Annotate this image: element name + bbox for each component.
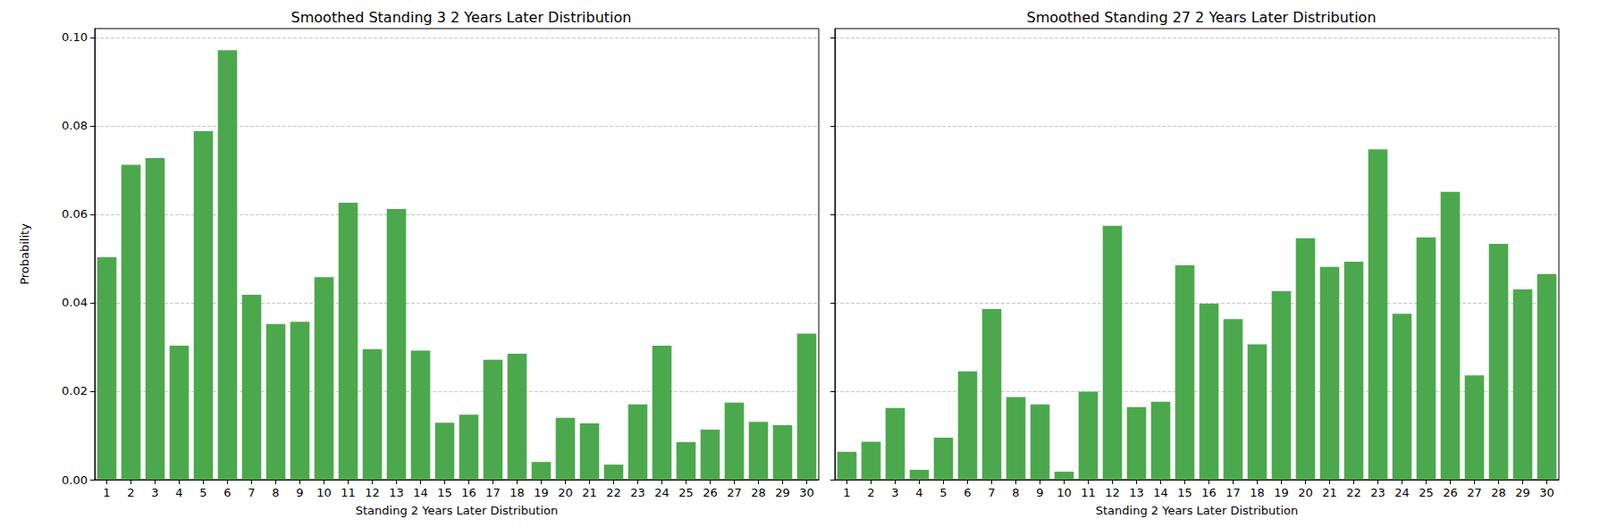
svg-text:Standing 2 Years Later Distrib: Standing 2 Years Later Distribution xyxy=(1095,504,1299,518)
svg-text:26: 26 xyxy=(1442,486,1458,500)
svg-text:7: 7 xyxy=(987,486,995,500)
svg-text:9: 9 xyxy=(295,486,304,500)
svg-text:22: 22 xyxy=(1346,486,1362,500)
svg-text:20: 20 xyxy=(1297,486,1314,500)
svg-text:15: 15 xyxy=(437,486,453,500)
svg-text:21: 21 xyxy=(581,486,598,500)
svg-text:10: 10 xyxy=(316,486,332,500)
svg-text:7: 7 xyxy=(247,486,255,500)
svg-text:26: 26 xyxy=(702,486,718,500)
svg-text:24: 24 xyxy=(1394,486,1410,500)
svg-text:21: 21 xyxy=(1322,486,1338,500)
svg-text:18: 18 xyxy=(509,486,525,500)
svg-text:2: 2 xyxy=(867,486,875,500)
svg-text:0.00: 0.00 xyxy=(61,473,88,488)
svg-text:12: 12 xyxy=(364,486,380,500)
svg-text:25: 25 xyxy=(1418,486,1434,500)
svg-text:28: 28 xyxy=(1490,486,1507,500)
svg-text:19: 19 xyxy=(533,486,549,500)
svg-text:11: 11 xyxy=(1080,486,1096,500)
svg-text:29: 29 xyxy=(774,486,791,500)
svg-text:19: 19 xyxy=(1273,486,1289,500)
svg-text:30: 30 xyxy=(1539,486,1555,500)
svg-text:13: 13 xyxy=(388,486,405,500)
svg-text:1: 1 xyxy=(842,486,851,500)
svg-text:4: 4 xyxy=(175,486,183,500)
svg-text:15: 15 xyxy=(1177,486,1193,500)
svg-text:0.08: 0.08 xyxy=(61,118,88,133)
svg-text:24: 24 xyxy=(654,486,670,500)
svg-text:5: 5 xyxy=(199,486,207,500)
svg-text:27: 27 xyxy=(726,486,742,500)
svg-text:14: 14 xyxy=(1153,486,1169,500)
svg-text:23: 23 xyxy=(1370,486,1386,500)
svg-text:18: 18 xyxy=(1249,486,1265,500)
svg-text:Probability: Probability xyxy=(17,223,32,286)
svg-text:0.02: 0.02 xyxy=(61,384,88,398)
svg-text:2: 2 xyxy=(126,486,135,500)
svg-text:16: 16 xyxy=(1201,486,1217,500)
svg-text:9: 9 xyxy=(1035,486,1044,500)
svg-text:3: 3 xyxy=(891,486,899,500)
svg-text:0.06: 0.06 xyxy=(61,207,88,221)
svg-text:13: 13 xyxy=(1128,486,1145,500)
svg-text:8: 8 xyxy=(271,486,279,500)
svg-text:10: 10 xyxy=(1056,486,1072,500)
svg-text:0.04: 0.04 xyxy=(61,295,88,310)
svg-text:14: 14 xyxy=(412,486,429,500)
svg-text:27: 27 xyxy=(1466,486,1483,500)
svg-text:11: 11 xyxy=(340,486,356,500)
svg-text:6: 6 xyxy=(223,486,231,500)
svg-text:1: 1 xyxy=(102,486,110,500)
svg-text:29: 29 xyxy=(1515,486,1531,500)
svg-text:17: 17 xyxy=(485,486,501,500)
svg-text:17: 17 xyxy=(1225,486,1241,500)
svg-text:20: 20 xyxy=(557,486,573,500)
svg-text:30: 30 xyxy=(799,486,815,500)
svg-text:22: 22 xyxy=(606,486,622,500)
svg-text:8: 8 xyxy=(1011,486,1019,500)
svg-text:23: 23 xyxy=(630,486,646,500)
svg-text:5: 5 xyxy=(939,486,947,500)
svg-text:6: 6 xyxy=(963,486,971,500)
svg-text:16: 16 xyxy=(461,486,477,500)
svg-text:3: 3 xyxy=(151,486,159,500)
svg-text:28: 28 xyxy=(750,486,767,500)
svg-text:25: 25 xyxy=(678,486,694,500)
svg-text:12: 12 xyxy=(1104,486,1120,500)
svg-text:4: 4 xyxy=(915,486,923,500)
svg-text:0.10: 0.10 xyxy=(61,30,88,44)
svg-text:Smoothed Standing 3 2 Years La: Smoothed Standing 3 2 Years Later Distri… xyxy=(291,8,632,26)
svg-text:Standing 2 Years Later Distrib: Standing 2 Years Later Distribution xyxy=(355,504,559,518)
svg-text:Smoothed Standing 27 2 Years L: Smoothed Standing 27 2 Years Later Distr… xyxy=(1026,8,1376,26)
